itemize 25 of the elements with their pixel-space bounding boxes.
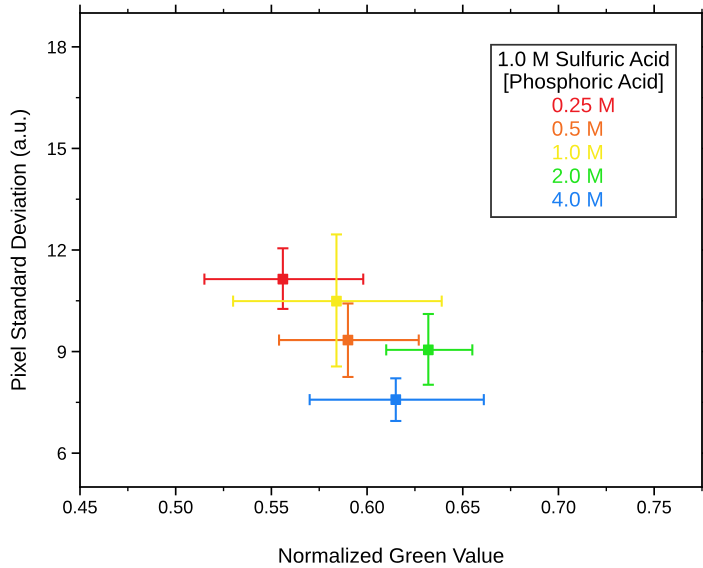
point [331,296,342,306]
y-tick-label: 18 [48,40,66,54]
x-tick-label: 0.75 [637,500,671,514]
x-tick-label: 0.60 [350,500,384,514]
text: 1.0 M [553,144,602,160]
y-tick-label: 12 [48,244,66,257]
x-tick-label: 0.50 [158,500,193,514]
y-axis-title: Pixel Standard Deviation (a.u.) [10,110,30,390]
text: 0.25 M [552,98,614,112]
x-axis-title: Normalized Green Value [279,548,504,563]
x-tick-label: 0.65 [446,500,480,514]
text: 4.0 M [552,192,602,207]
x-tick-label: 0.70 [542,500,576,514]
point [422,344,434,356]
y-tick-label: 9 [58,346,66,358]
point [390,394,402,405]
point [342,334,354,346]
y-tick-label: 6 [58,447,66,460]
text: 2.0 M [552,168,602,184]
x-tick-label: 0.55 [254,500,288,514]
text: 0.5 M [552,121,602,136]
y-tick-label: 15 [48,142,66,156]
x-tick-label: 0.45 [63,500,97,514]
legend-title: 1.0 M Sulfuric Acid [Phosphoric Acid] [498,50,668,93]
point [278,274,288,284]
